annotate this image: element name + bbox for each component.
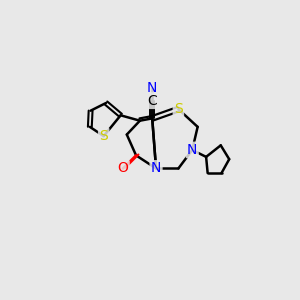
Text: N: N (147, 81, 158, 95)
Text: S: S (99, 129, 108, 143)
Text: C: C (147, 94, 157, 108)
Text: N: N (151, 161, 161, 176)
Text: N: N (187, 143, 197, 157)
Text: S: S (174, 102, 183, 116)
Text: O: O (118, 161, 128, 176)
